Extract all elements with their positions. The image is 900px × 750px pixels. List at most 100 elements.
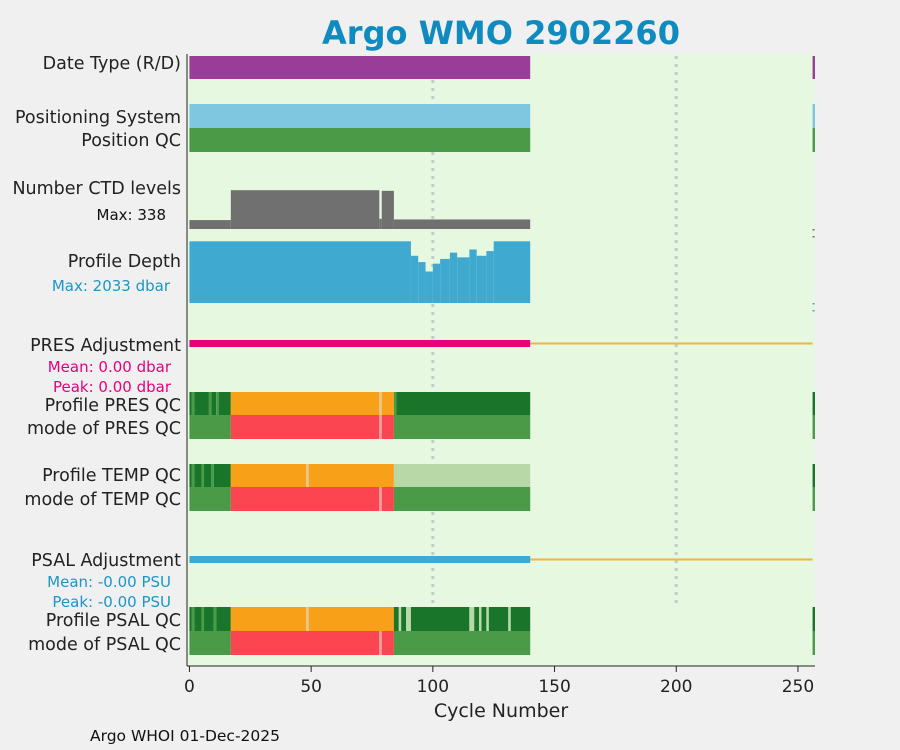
x-tick-label: 100	[417, 677, 449, 697]
status-segment	[194, 464, 202, 487]
row-label: PRES Adjustment	[30, 336, 181, 356]
status-segment	[481, 607, 487, 631]
adjustment-stat: Mean: 0.00 dbar	[48, 358, 172, 376]
status-segment	[406, 607, 411, 631]
series-bar	[189, 220, 231, 229]
status-segment	[213, 607, 217, 631]
status-segment	[189, 128, 531, 152]
status-segment	[189, 607, 192, 631]
status-segment	[189, 104, 531, 128]
adjustment-stat: Peak: 0.00 dbar	[53, 378, 172, 396]
status-segment	[812, 128, 815, 152]
x-tick-label: 250	[782, 677, 814, 697]
status-segment	[812, 56, 815, 79]
row-sublabel: Max: 2033 dbar	[52, 277, 171, 295]
series-bar	[476, 255, 487, 303]
x-tick-label: 50	[300, 677, 322, 697]
series-bar	[812, 236, 815, 238]
status-segment	[381, 631, 394, 655]
row-labels: Date Type (R/D) Positioning System Positio…	[12, 54, 181, 655]
status-segment	[393, 392, 397, 415]
status-segment	[189, 415, 231, 439]
status-segment	[204, 464, 212, 487]
row-label: PSAL Adjustment	[31, 551, 181, 571]
status-segment	[469, 607, 475, 631]
adjustment-stat: Mean: -0.00 PSU	[47, 573, 171, 591]
status-segment	[479, 607, 482, 631]
status-segment	[189, 56, 531, 79]
gridlines	[431, 56, 678, 606]
footer-credit: Argo WHOI 01-Dec-2025	[90, 727, 280, 745]
row-sublabel: Max: 338	[97, 206, 166, 224]
status-segment	[189, 464, 192, 487]
series-bar	[189, 241, 411, 303]
status-segment	[488, 607, 509, 631]
x-tick-label: 0	[184, 677, 195, 697]
adjustment-bar	[189, 556, 531, 563]
status-segment	[379, 631, 382, 655]
status-segment	[393, 631, 531, 655]
row-label: Date Type (R/D)	[43, 54, 181, 74]
status-segment	[189, 487, 231, 511]
status-segment	[230, 487, 380, 511]
status-segment	[230, 392, 380, 415]
row-label: Positioning System	[15, 108, 181, 128]
row-label: Profile PRES QC	[45, 396, 181, 416]
status-segment	[194, 607, 202, 631]
adjustment-bar	[189, 340, 531, 347]
status-segment	[191, 392, 195, 415]
series-bar	[486, 251, 494, 303]
row-label: Position QC	[81, 131, 181, 151]
status-segment	[474, 607, 480, 631]
status-segment	[204, 607, 214, 631]
status-segment	[401, 607, 407, 631]
row-label: mode of PRES QC	[27, 419, 181, 439]
status-segment	[308, 607, 394, 631]
status-segment	[216, 607, 231, 631]
status-segment	[194, 392, 209, 415]
status-segment	[396, 392, 531, 415]
status-segment	[410, 607, 470, 631]
series-bar	[812, 303, 815, 305]
plot-area	[187, 54, 815, 666]
series-bar	[812, 310, 815, 312]
status-segment	[393, 415, 531, 439]
status-segment	[381, 415, 394, 439]
status-segment	[230, 607, 307, 631]
status-segment	[218, 392, 231, 415]
x-axis-ticks: 0 50 100 150 200 250	[184, 666, 814, 697]
x-tick-label: 200	[660, 677, 692, 697]
status-segment	[381, 392, 394, 415]
status-segment	[308, 464, 394, 487]
series-bar	[425, 271, 433, 303]
status-segment	[216, 392, 219, 415]
series-bar	[379, 218, 382, 229]
status-segment	[812, 104, 815, 128]
series-bar	[493, 241, 531, 303]
status-segment	[191, 607, 195, 631]
status-segment	[812, 607, 815, 631]
series-bar	[230, 190, 380, 229]
status-segment	[211, 392, 217, 415]
row-label: mode of PSAL QC	[28, 635, 181, 655]
status-segment	[398, 607, 402, 631]
x-axis-label: Cycle Number	[434, 700, 568, 722]
series-bar	[432, 263, 441, 303]
status-segment	[510, 607, 531, 631]
series-bar	[381, 190, 394, 229]
series-bar	[440, 258, 450, 303]
status-segment	[230, 631, 380, 655]
status-segment	[213, 464, 231, 487]
status-segment	[812, 392, 815, 415]
status-segment	[812, 415, 815, 439]
status-segment	[393, 487, 531, 511]
row-label: Profile TEMP QC	[42, 466, 181, 486]
status-segment	[379, 415, 382, 439]
row-label: Profile Depth	[68, 252, 181, 272]
status-segment	[486, 607, 489, 631]
series-bar	[812, 229, 815, 231]
status-segment	[379, 392, 382, 415]
data-marks	[189, 56, 815, 655]
row-label: Number CTD levels	[12, 179, 181, 199]
